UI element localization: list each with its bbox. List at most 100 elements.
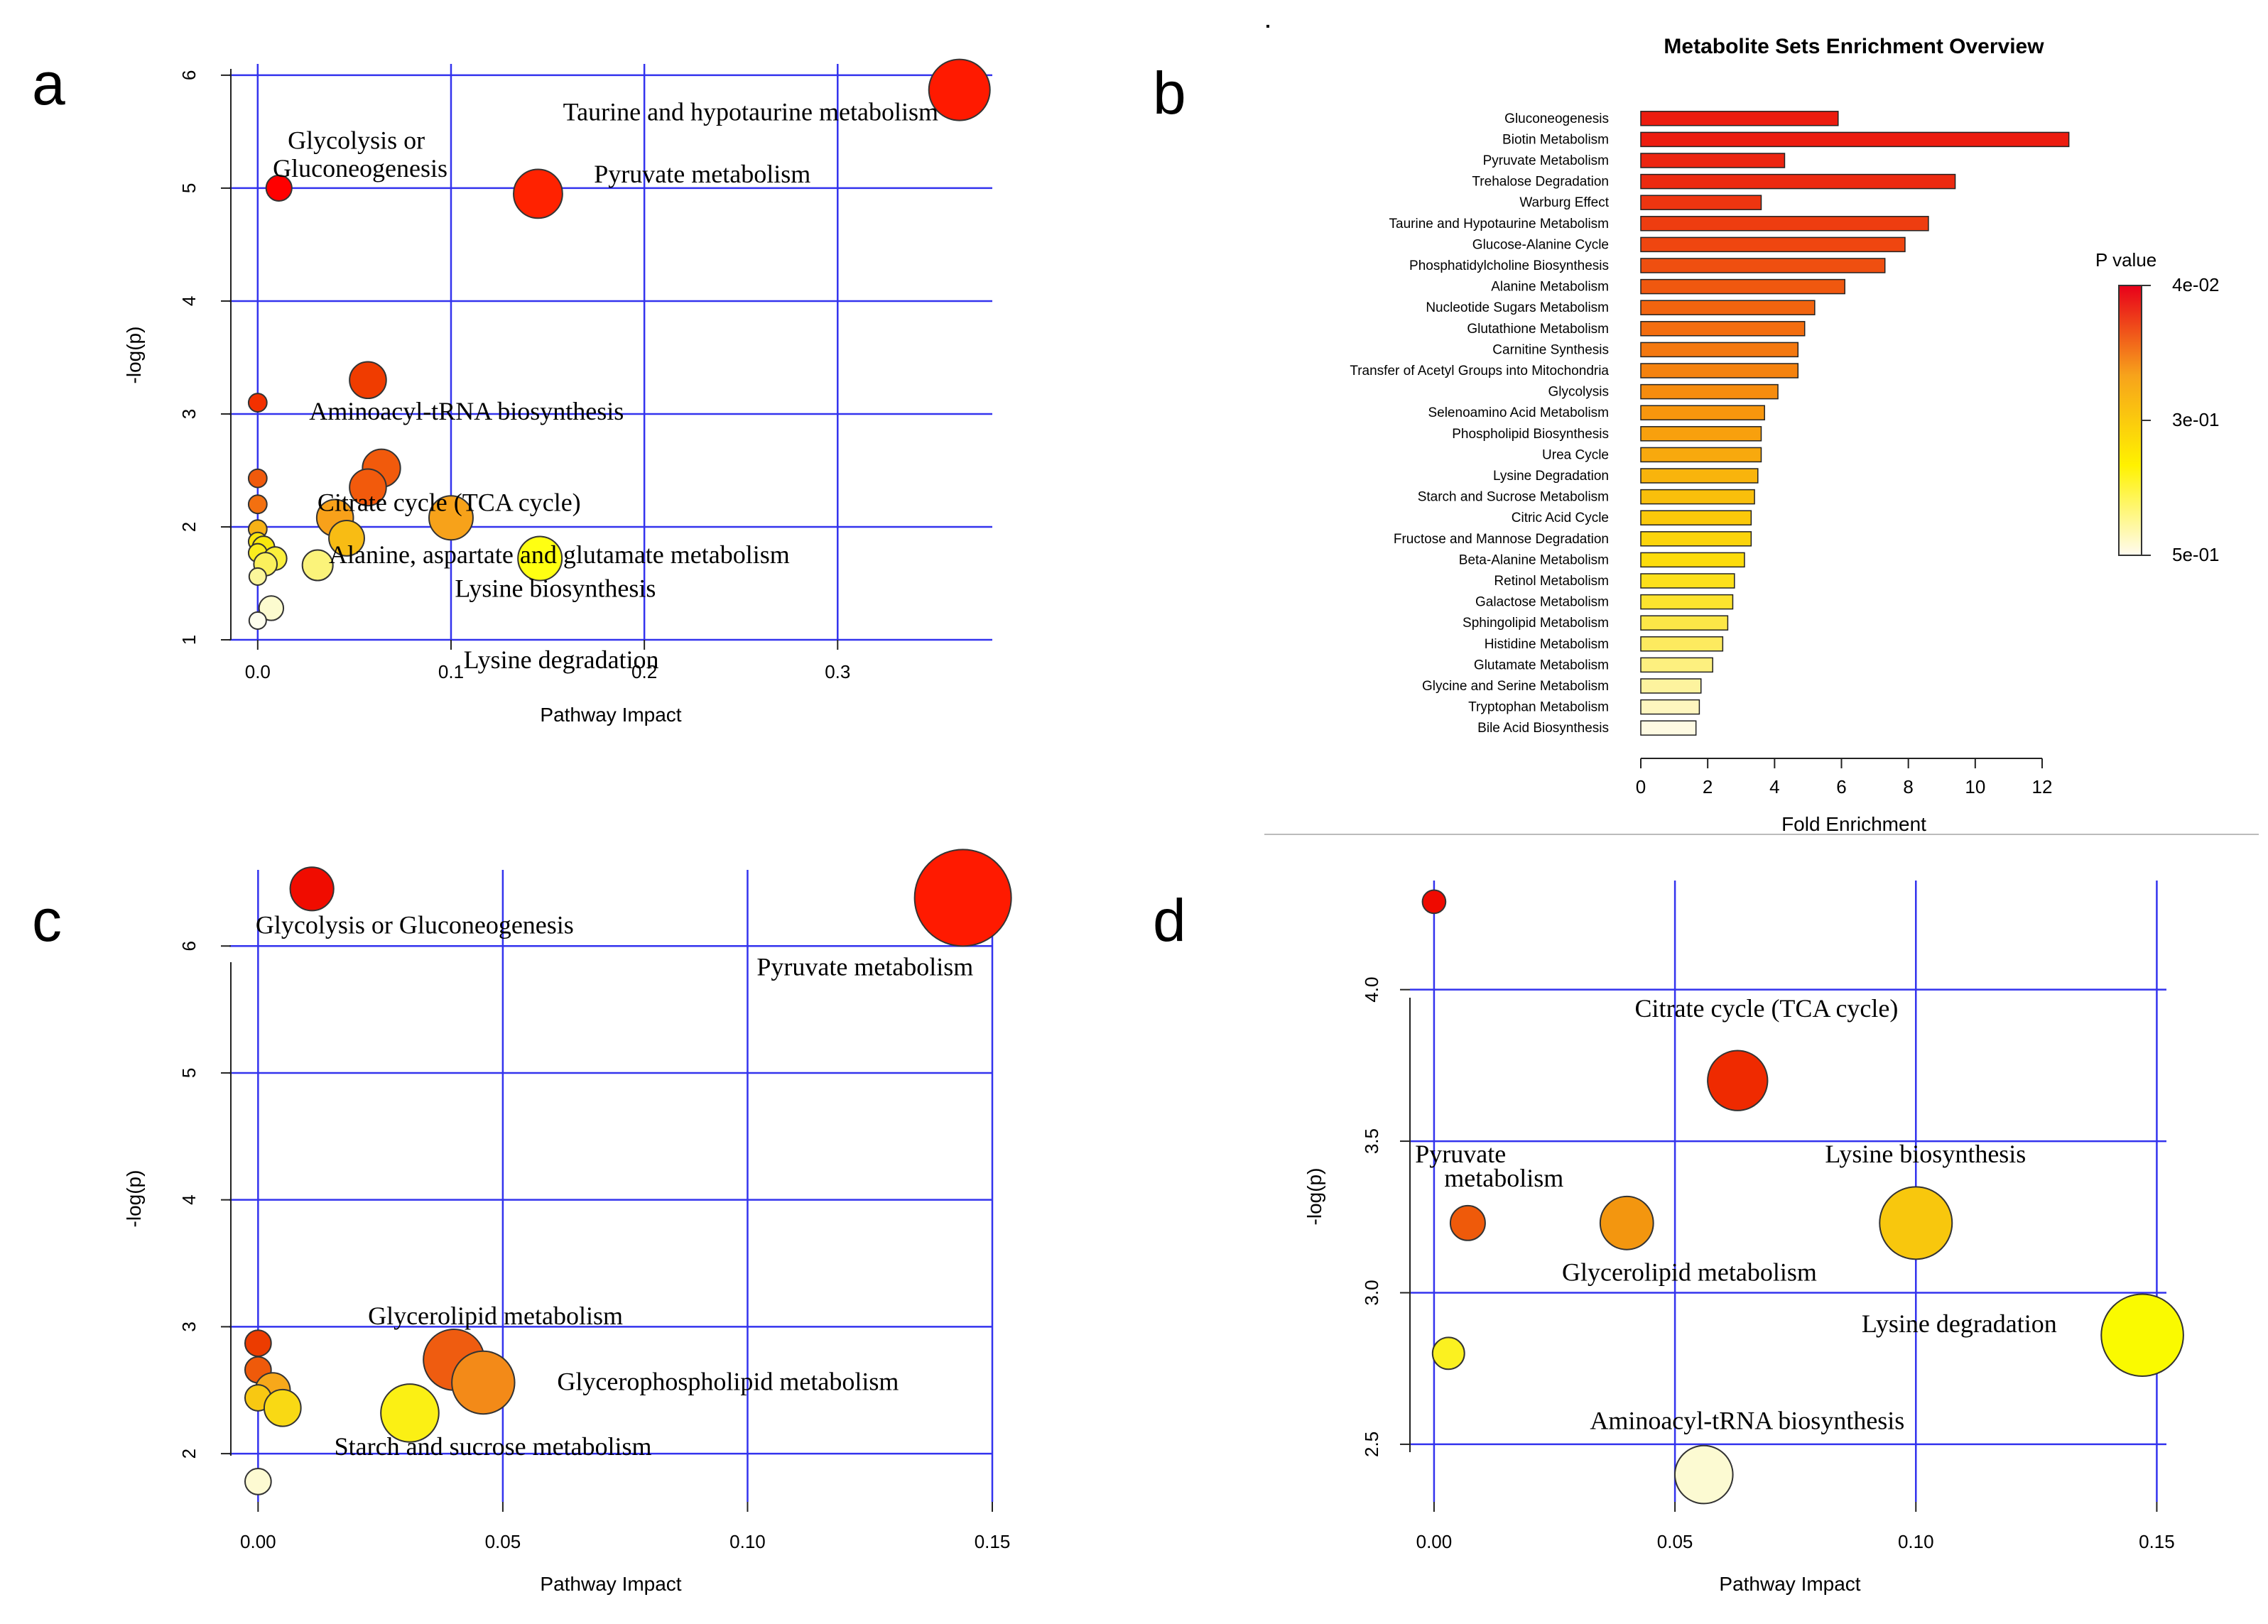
enrichment-bar [1640, 468, 1759, 484]
p-value-colorbar [2118, 285, 2142, 556]
category-label: Glycolysis [1548, 385, 1609, 400]
x-tick-label: 4 [1769, 776, 1779, 797]
pathway-label: Alanine, aspartate and glutamate metabol… [329, 540, 790, 569]
x-axis-title: Pathway Impact [540, 704, 681, 726]
y-tick-label: 3.0 [1361, 1280, 1382, 1305]
category-label: Selenoamino Acid Metabolism [1428, 405, 1609, 420]
category-label: Sphingolipid Metabolism [1463, 616, 1609, 631]
enrichment-bar [1640, 657, 1713, 673]
enrichment-bar [1640, 278, 1845, 295]
category-label: Glycine and Serine Metabolism [1422, 679, 1609, 694]
category-label: Glutathione Metabolism [1467, 322, 1609, 337]
category-label: Fructose and Mannose Degradation [1394, 532, 1609, 547]
y-tick-label: 2 [178, 1449, 200, 1459]
x-tick-label: 0.05 [485, 1531, 521, 1552]
y-tick-label: 3 [178, 1321, 200, 1331]
bubble-point [517, 535, 563, 582]
bubble-point [244, 1468, 272, 1495]
category-label: Bile Acid Biosynthesis [1477, 721, 1609, 736]
category-label: Taurine and Hypotaurine Metabolism [1389, 217, 1609, 231]
enrichment-bar [1640, 552, 1745, 568]
enrichment-bar [1640, 615, 1729, 631]
pathway-label: Glycolysis or [288, 126, 425, 154]
panel-letter-a: a [32, 50, 65, 117]
y-tick-label: 3.5 [1361, 1128, 1382, 1154]
category-label: Beta-Alanine Metabolism [1459, 552, 1609, 567]
y-tick-label: 3 [178, 409, 200, 419]
pathway-label: Glycerolipid metabolism [368, 1302, 623, 1330]
bubble-point [349, 361, 387, 400]
enrichment-bar [1640, 216, 1929, 231]
x-axis-title: Pathway Impact [540, 1573, 681, 1595]
bubble-point [328, 519, 365, 557]
enrichment-bar [1640, 510, 1752, 525]
x-tick-label: 0.00 [1416, 1531, 1453, 1552]
x-tick-label: 0.15 [975, 1531, 1011, 1552]
x-tick-label: 0.10 [1898, 1531, 1934, 1552]
x-tick-label: 0 [1636, 776, 1646, 797]
category-label: Phospholipid Biosynthesis [1452, 427, 1609, 442]
legend-title: P value [2095, 249, 2156, 271]
bubble-point [247, 494, 268, 515]
category-label: Trehalose Degradation [1472, 175, 1609, 190]
bubble-point [248, 611, 267, 631]
bubble-point [263, 1388, 302, 1427]
y-tick-label: 6 [178, 70, 200, 80]
bubble-point [428, 495, 474, 541]
pathway-label: metabolism [1444, 1164, 1563, 1192]
enrichment-bar [1640, 699, 1700, 715]
bubble-point [1707, 1050, 1769, 1111]
bubble-point [258, 595, 285, 621]
pathway-label: Pyruvate [1415, 1140, 1506, 1168]
panel-d-chart: 2.5 3.0 3.5 4.0 0.00 0.05 0.10 0.15 Pathway Impa… [1303, 881, 2184, 1595]
x-tick-label: 0.15 [2139, 1531, 2175, 1552]
y-tick-label: 4 [178, 1194, 200, 1204]
x-tick-label: 0.00 [240, 1531, 276, 1552]
bubble-point [513, 168, 563, 219]
legend-tick-label: 4e-02 [2172, 274, 2220, 295]
x-tick-label: 0.10 [729, 1531, 766, 1552]
category-label: Transfer of Acetyl Groups into Mitochond… [1350, 364, 1609, 378]
bubble-point [349, 468, 387, 507]
pathway-label: Starch and sucrose metabolism [335, 1432, 652, 1461]
enrichment-bar [1640, 300, 1816, 315]
y-axis-title: -log(p) [1303, 1168, 1325, 1226]
enrichment-bar [1640, 111, 1839, 126]
enrichment-bar [1640, 342, 1799, 358]
corner-mark [1266, 25, 1269, 28]
y-tick-label: 4 [178, 296, 200, 306]
enrichment-bar [1640, 573, 1735, 589]
pathway-label: Pyruvate metabolism [594, 160, 810, 188]
category-label: Glucose-Alanine Cycle [1472, 237, 1609, 252]
y-tick-label: 5 [178, 1068, 200, 1078]
panel-c-chart: 2 3 4 5 6 0.00 0.05 0.10 0.15 Pathway Impact -log(… [123, 849, 1012, 1595]
enrichment-bar [1640, 489, 1755, 505]
enrichment-bar [1640, 363, 1799, 378]
y-tick-label: 4.0 [1361, 977, 1382, 1003]
panel-letter-b: b [1153, 60, 1186, 126]
x-tick-label: 0.3 [825, 661, 850, 682]
pathway-label: Aminoacyl-tRNA biosynthesis [309, 397, 624, 425]
x-tick-label: 6 [1836, 776, 1846, 797]
bubble-point [248, 567, 267, 586]
category-label: Phosphatidylcholine Biosynthesis [1409, 258, 1609, 273]
enrichment-bar [1640, 426, 1762, 442]
bubble-point [1421, 889, 1447, 915]
category-label: Citric Acid Cycle [1512, 511, 1609, 525]
bubble-point [451, 1350, 516, 1415]
pathway-label: Lysine biosynthesis [1825, 1140, 2026, 1168]
pathway-label: Taurine and hypotaurine metabolism [563, 98, 938, 126]
category-label: Starch and Sucrose Metabolism [1418, 490, 1609, 505]
pathway-label: Lysine biosynthesis [455, 574, 656, 603]
legend-tick-label: 3e-01 [2172, 409, 2220, 430]
bubble-point [1449, 1204, 1486, 1241]
enrichment-bar [1640, 153, 1786, 168]
y-tick-label: 1 [178, 635, 200, 645]
enrichment-bar [1640, 321, 1806, 337]
bubble-point [301, 549, 334, 582]
x-tick-label: 8 [1903, 776, 1913, 797]
pathway-label: Pyruvate metabolism [756, 952, 973, 981]
x-tick-label: 10 [1965, 776, 1985, 797]
pathway-label: Citrate cycle (TCA cycle) [318, 489, 581, 517]
category-label: Nucleotide Sugars Metabolism [1426, 300, 1609, 315]
